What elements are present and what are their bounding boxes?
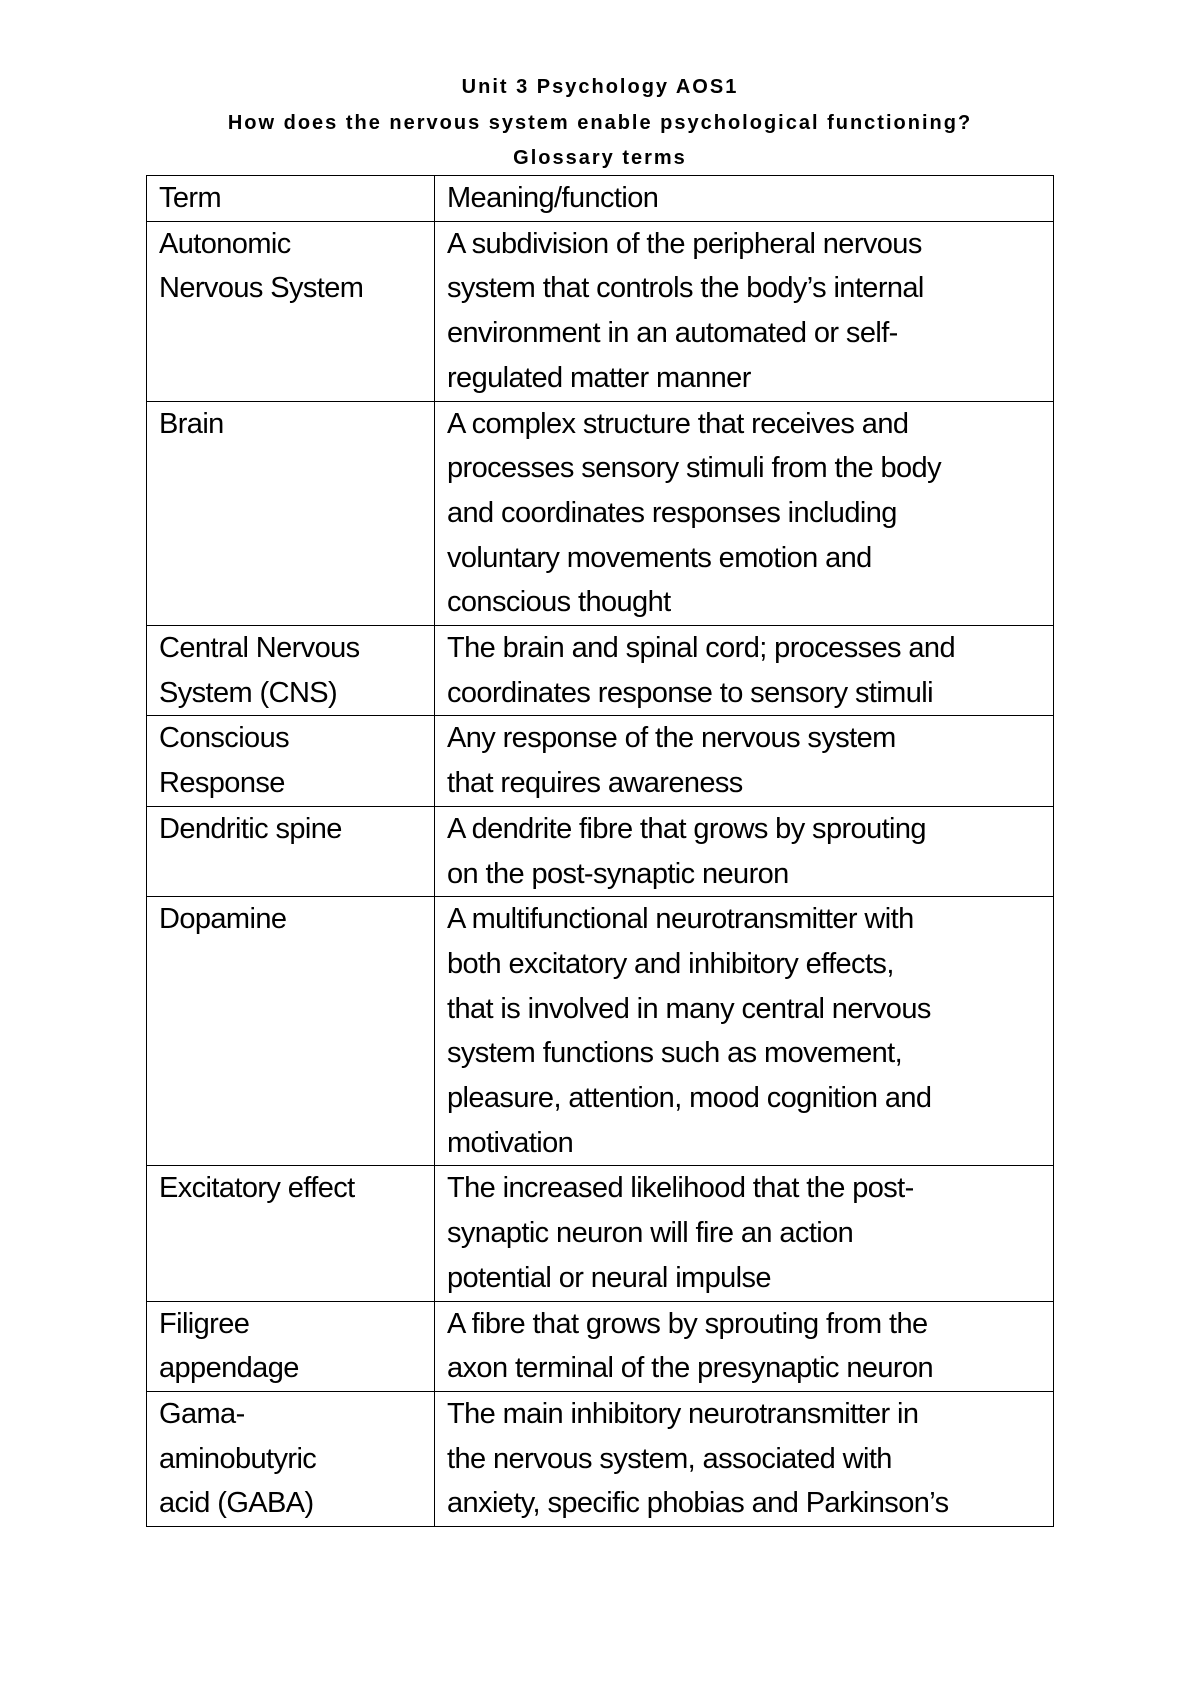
meaning-cell-line: potential or neural impulse	[447, 1261, 772, 1294]
term-cell-line: Autonomic	[159, 227, 291, 260]
meaning-cell-line: The main inhibitory neurotransmitter in	[447, 1397, 919, 1430]
meaning-cell-line: A subdivision of the peripheral nervous	[447, 227, 922, 260]
term-cell-line: Gama-	[159, 1397, 245, 1430]
meaning-cell: The brain and spinal cord; processes and…	[434, 625, 1054, 717]
meaning-cell-line: both excitatory and inhibitory effects,	[447, 947, 894, 980]
table-row: Filigree appendage A fibre that grows by s…	[146, 1300, 1054, 1392]
meaning-cell-line: Any response of the nervous system	[447, 722, 896, 755]
meaning-cell-line: on the post-synaptic neuron	[447, 857, 789, 890]
meaning-cell-line: conscious thought	[447, 586, 671, 619]
term-cell-line: aminobutyric	[159, 1442, 317, 1475]
term-cell-line: Conscious	[159, 722, 290, 755]
meaning-cell: A dendrite fibre that grows by sprouting…	[434, 805, 1054, 898]
meaning-cell-line: axon terminal of the presynaptic neuron	[447, 1352, 934, 1385]
meaning-cell-line: A multifunctional neurotransmitter with	[447, 903, 914, 936]
meaning-cell: A subdivision of the peripheral nervous s…	[434, 220, 1054, 402]
term-cell: Filigree appendage	[146, 1300, 435, 1392]
section-heading: Glossary terms	[513, 147, 687, 169]
table-row: Autonomic Nervous System A subdivision of …	[146, 220, 1054, 402]
meaning-cell-line: coordinates response to sensory stimuli	[447, 676, 934, 709]
header-term: Term	[146, 175, 435, 222]
term-cell: Gama-aminobutyric acid (GABA)	[146, 1390, 435, 1528]
table-row: Gama-aminobutyric acid (GABA) The main inh…	[146, 1390, 1054, 1528]
meaning-cell-line: motivation	[447, 1126, 574, 1159]
term-cell-line: Dendritic spine	[159, 812, 342, 845]
table-row: Brain A complex structure that receives a…	[146, 400, 1054, 627]
meaning-cell: A multifunctional neurotransmitter with b…	[434, 896, 1054, 1167]
document-title: Unit 3 Psychology AOS1	[461, 76, 739, 98]
term-cell: Excitatory effect	[146, 1165, 435, 1302]
meaning-cell-line: A fibre that grows by sprouting from the	[447, 1307, 928, 1340]
term-cell-line: appendage	[159, 1352, 299, 1385]
term-cell: Dopamine	[146, 896, 435, 1167]
meaning-cell: Any response of the nervous system that r…	[434, 715, 1054, 807]
meaning-cell-line: and coordinates responses including	[447, 496, 897, 529]
term-cell-line: Nervous System	[159, 272, 364, 305]
term-cell: Conscious Response	[146, 715, 435, 807]
term-cell-line: Response	[159, 767, 285, 800]
meaning-cell: The main inhibitory neurotransmitter in t…	[434, 1390, 1054, 1528]
meaning-cell-line: that is involved in many central nervous	[447, 992, 931, 1025]
table-row: Central Nervous System (CNS) The brain and…	[146, 625, 1054, 717]
table-row: Dopamine A multifunctional neurotransmitt…	[146, 896, 1054, 1167]
meaning-cell-line: A complex structure that receives and	[447, 407, 909, 440]
term-cell: Autonomic Nervous System	[146, 220, 435, 402]
meaning-cell: The increased likelihood that the post-s…	[434, 1165, 1054, 1302]
term-cell-line: Brain	[159, 407, 224, 440]
header-meaning: Meaning/function	[434, 175, 1054, 222]
glossary-table: Term Meaning/function Autonomic Nervous S…	[146, 175, 1054, 1528]
meaning-cell: A complex structure that receives and pro…	[434, 400, 1054, 627]
meaning-cell-line: regulated matter manner	[447, 361, 751, 394]
meaning-cell-line: A dendrite fibre that grows by sprouting	[447, 812, 927, 845]
meaning-cell-line: environment in an automated or self-	[447, 317, 898, 350]
meaning-cell-line: that requires awareness	[447, 767, 743, 800]
term-cell-line: Dopamine	[159, 903, 287, 936]
meaning-cell-line: The increased likelihood that the post-	[447, 1172, 914, 1205]
term-cell-line: acid (GABA)	[159, 1487, 314, 1520]
term-cell: Central Nervous System (CNS)	[146, 625, 435, 717]
term-cell-line: Central Nervous	[159, 632, 360, 665]
meaning-cell-line: synaptic neuron will fire an action	[447, 1217, 854, 1250]
table-row: Excitatory effect The increased likelihoo…	[146, 1165, 1054, 1302]
header-row: Term Meaning/function	[146, 175, 1054, 222]
meaning-cell-line: system functions such as movement,	[447, 1037, 903, 1070]
meaning-cell-line: the nervous system, associated with	[447, 1442, 892, 1475]
meaning-cell-line: system that controls the body’s internal	[447, 272, 924, 305]
meaning-cell: A fibre that grows by sprouting from the…	[434, 1300, 1054, 1392]
term-cell-line: Excitatory effect	[159, 1172, 355, 1205]
meaning-cell-line: pleasure, attention, mood cognition and	[447, 1082, 932, 1115]
term-cell-line: Filigree	[159, 1307, 250, 1340]
table-row: Dendritic spine A dendrite fibre that gro…	[146, 805, 1054, 898]
document-subtitle: How does the nervous system enable psych…	[227, 112, 973, 134]
table-row: Conscious Response Any response of the ner…	[146, 715, 1054, 807]
meaning-cell-line: anxiety, specific phobias and Parkinson’…	[447, 1487, 949, 1520]
term-cell: Brain	[146, 400, 435, 627]
meaning-cell-line: voluntary movements emotion and	[447, 541, 872, 574]
meaning-cell-line: processes sensory stimuli from the body	[447, 452, 942, 485]
term-cell-line: System (CNS)	[159, 676, 338, 709]
term-cell: Dendritic spine	[146, 805, 435, 898]
meaning-cell-line: The brain and spinal cord; processes and	[447, 632, 956, 665]
